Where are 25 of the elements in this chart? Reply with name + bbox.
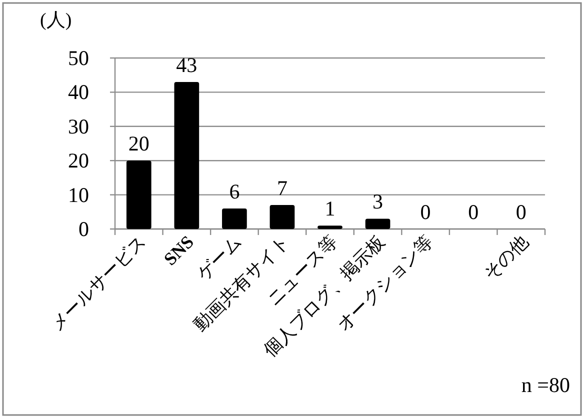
data-label: 0 bbox=[468, 200, 479, 224]
y-tick-label: 40 bbox=[68, 80, 89, 104]
y-tick-label: 20 bbox=[68, 148, 89, 173]
bar bbox=[222, 208, 247, 229]
bar bbox=[365, 218, 390, 229]
bar bbox=[270, 205, 295, 229]
data-label: 1 bbox=[324, 196, 336, 221]
data-label: 6 bbox=[229, 179, 240, 204]
x-tick-label: SNS bbox=[160, 232, 198, 270]
data-label: 7 bbox=[276, 176, 288, 200]
y-tick-label: 30 bbox=[68, 114, 89, 138]
data-label: 43 bbox=[176, 52, 198, 77]
text: n =80 bbox=[521, 373, 570, 397]
y-tick-label: 10 bbox=[68, 182, 89, 207]
bar bbox=[126, 160, 152, 229]
data-label: 0 bbox=[516, 200, 526, 224]
y-tick-label: 0 bbox=[78, 217, 89, 241]
data-label: 0 bbox=[420, 200, 431, 224]
x-tick-label: その他 bbox=[480, 232, 532, 284]
data-label: 3 bbox=[372, 190, 384, 214]
data-label: 20 bbox=[128, 132, 150, 156]
bar bbox=[174, 82, 200, 229]
y-axis-title: (人) bbox=[40, 10, 72, 31]
bar bbox=[318, 226, 342, 229]
y-tick-label: 50 bbox=[68, 46, 89, 70]
